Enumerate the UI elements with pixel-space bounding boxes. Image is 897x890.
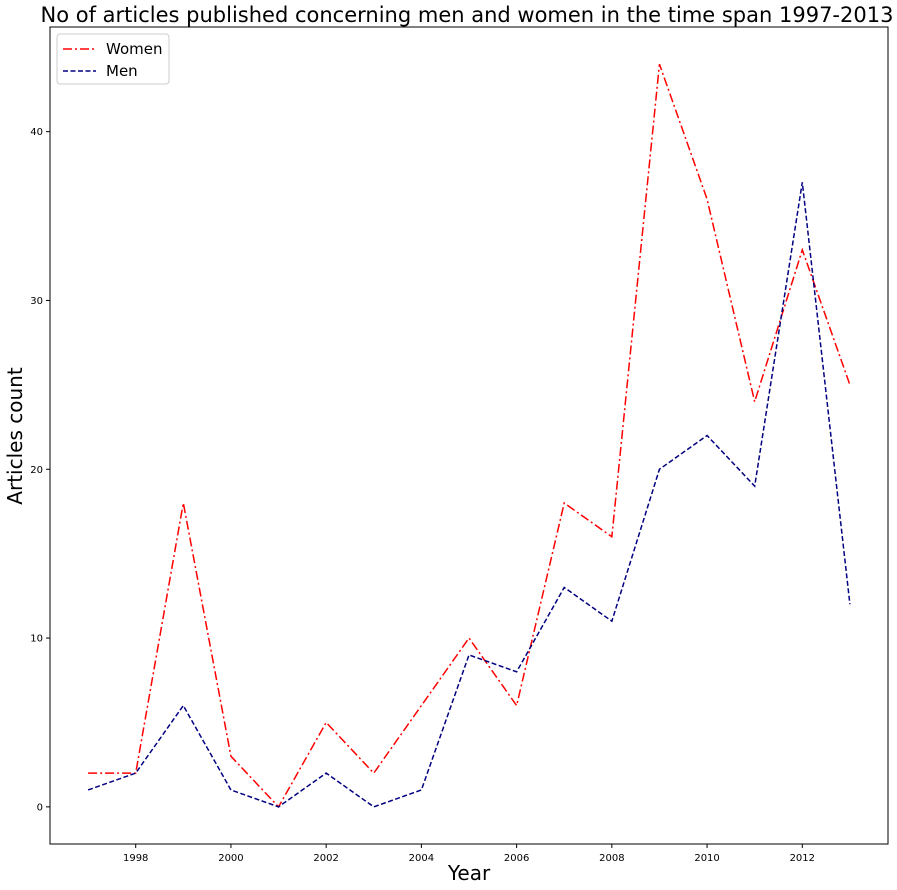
series-line-men bbox=[87, 182, 851, 808]
y-tick-label: 20 bbox=[30, 465, 43, 476]
x-tick-label: 1998 bbox=[123, 853, 148, 864]
x-tick-label: 2010 bbox=[694, 853, 719, 864]
x-tick-label: 2012 bbox=[790, 853, 815, 864]
series-lines bbox=[87, 63, 851, 809]
chart-title: No of articles published concerning men … bbox=[41, 3, 894, 27]
x-tick-label: 2002 bbox=[313, 853, 338, 864]
x-tick-label: 2000 bbox=[218, 853, 243, 864]
y-tick-label: 40 bbox=[30, 127, 43, 138]
x-axis-label: Year bbox=[447, 861, 491, 885]
y-axis-label: Articles count bbox=[3, 367, 27, 505]
y-tick-label: 10 bbox=[30, 634, 43, 645]
legend-box bbox=[56, 33, 170, 85]
x-tick-label: 2004 bbox=[409, 853, 434, 864]
y-tick-label: 30 bbox=[30, 296, 43, 307]
y-axis: 0 10 20 30 40 bbox=[30, 127, 50, 813]
series-line-women bbox=[88, 63, 851, 809]
x-tick-label: 2008 bbox=[599, 853, 624, 864]
plot-area-frame bbox=[49, 26, 889, 845]
y-tick-label: 0 bbox=[37, 802, 43, 813]
legend: Women Men bbox=[56, 33, 170, 85]
x-axis: 1998 2000 2002 2004 2006 2008 2010 2012 bbox=[123, 844, 815, 864]
legend-label-women: Women bbox=[106, 40, 162, 58]
legend-label-men: Men bbox=[106, 62, 138, 80]
x-tick-label: 2006 bbox=[504, 853, 529, 864]
